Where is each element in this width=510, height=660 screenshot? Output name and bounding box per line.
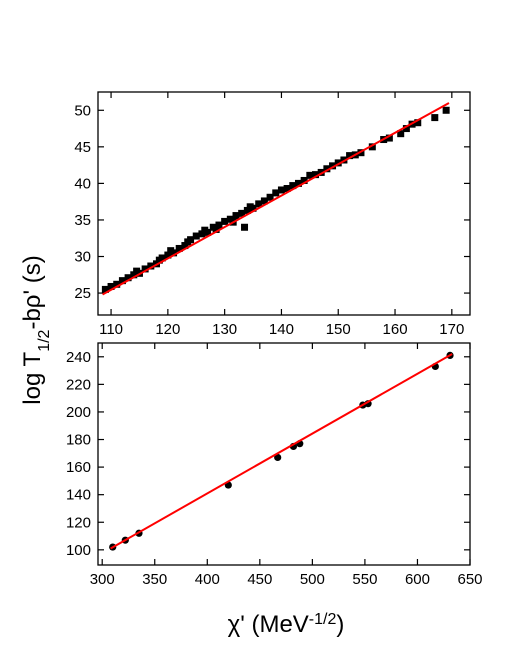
data-point — [107, 282, 115, 290]
data-point — [272, 189, 280, 197]
y-axis-label-part: -bρ' (s) — [19, 255, 46, 329]
data-point — [306, 171, 314, 179]
data-point — [175, 244, 183, 252]
x-tick-label: 350 — [142, 571, 167, 588]
data-point — [113, 280, 121, 288]
x-tick-label: 130 — [212, 321, 237, 338]
y-tick-label: 140 — [66, 487, 91, 504]
x-axis-label-part: ) — [336, 611, 344, 638]
x-tick-label: 120 — [155, 321, 180, 338]
data-point — [158, 254, 166, 262]
y-tick-label: 30 — [74, 249, 91, 266]
y-axis-label-part: 1/2 — [36, 329, 53, 351]
data-point — [266, 193, 274, 201]
y-axis-label-part: log T — [19, 351, 46, 404]
data-point — [170, 249, 178, 257]
data-point — [241, 223, 249, 231]
data-point — [118, 277, 126, 285]
data-point — [204, 228, 212, 236]
data-point — [294, 179, 302, 187]
y-tick-label: 200 — [66, 404, 91, 421]
data-point — [221, 217, 229, 225]
data-point — [277, 186, 285, 194]
x-axis-label-part: -1/2 — [309, 611, 337, 628]
fit-line — [102, 102, 450, 296]
data-point — [198, 230, 206, 238]
data-point — [323, 165, 331, 173]
x-tick-label: 500 — [300, 571, 325, 588]
data-point — [255, 200, 263, 208]
y-tick-label: 180 — [66, 432, 91, 449]
plot-frame — [97, 342, 471, 566]
y-tick-label: 40 — [74, 175, 91, 192]
data-point — [243, 206, 251, 214]
x-tick-label: 140 — [269, 321, 294, 338]
plot-frame — [97, 91, 471, 316]
data-point — [368, 143, 376, 151]
x-tick-label: 550 — [352, 571, 377, 588]
data-point — [130, 271, 138, 279]
x-tick-label: 160 — [383, 321, 408, 338]
data-point — [329, 162, 337, 170]
data-point — [442, 106, 450, 114]
data-point — [397, 130, 405, 138]
y-tick-label: 100 — [66, 542, 91, 559]
data-point — [431, 114, 439, 122]
data-point — [289, 182, 297, 190]
y-axis-label: log T1/2-bρ' (s) — [19, 255, 53, 404]
y-tick-label: 160 — [66, 459, 91, 476]
x-tick-label: 600 — [405, 571, 430, 588]
x-tick-label: 300 — [90, 571, 115, 588]
data-point — [181, 242, 189, 250]
x-tick-label: 150 — [326, 321, 351, 338]
x-axis-label-part: χ' (MeV — [228, 611, 309, 638]
data-point — [215, 221, 223, 229]
y-tick-label: 35 — [74, 212, 91, 229]
fit-line — [110, 353, 453, 550]
y-tick-label: 220 — [66, 376, 91, 393]
data-point — [192, 232, 200, 240]
x-axis-label: χ' (MeV-1/2) — [228, 611, 345, 639]
x-tick-label: 110 — [99, 321, 123, 338]
y-tick-label: 240 — [66, 349, 91, 366]
data-point — [334, 159, 342, 167]
y-tick-label: 50 — [74, 102, 91, 119]
data-point — [402, 125, 410, 133]
x-tick-label: 450 — [247, 571, 272, 588]
x-tick-label: 400 — [195, 571, 220, 588]
data-point — [300, 176, 308, 184]
data-point — [317, 168, 325, 176]
data-point — [312, 171, 320, 179]
y-tick-label: 25 — [74, 285, 91, 302]
data-point — [232, 212, 240, 220]
data-point — [141, 265, 149, 273]
y-tick-label: 45 — [74, 139, 91, 156]
data-point — [187, 236, 195, 244]
x-tick-label: 170 — [439, 321, 464, 338]
data-point — [414, 119, 422, 127]
data-point — [164, 251, 172, 259]
data-point — [274, 453, 282, 462]
data-point — [249, 204, 257, 212]
data-point — [101, 285, 109, 293]
x-tick-label: 650 — [457, 571, 482, 588]
data-point — [283, 185, 291, 193]
data-point — [260, 197, 268, 205]
data-point — [238, 209, 246, 217]
data-point — [147, 262, 155, 270]
y-tick-label: 120 — [66, 514, 91, 531]
data-point — [346, 152, 354, 160]
data-point — [124, 274, 132, 282]
data-point — [212, 225, 220, 233]
data-point — [385, 134, 393, 142]
